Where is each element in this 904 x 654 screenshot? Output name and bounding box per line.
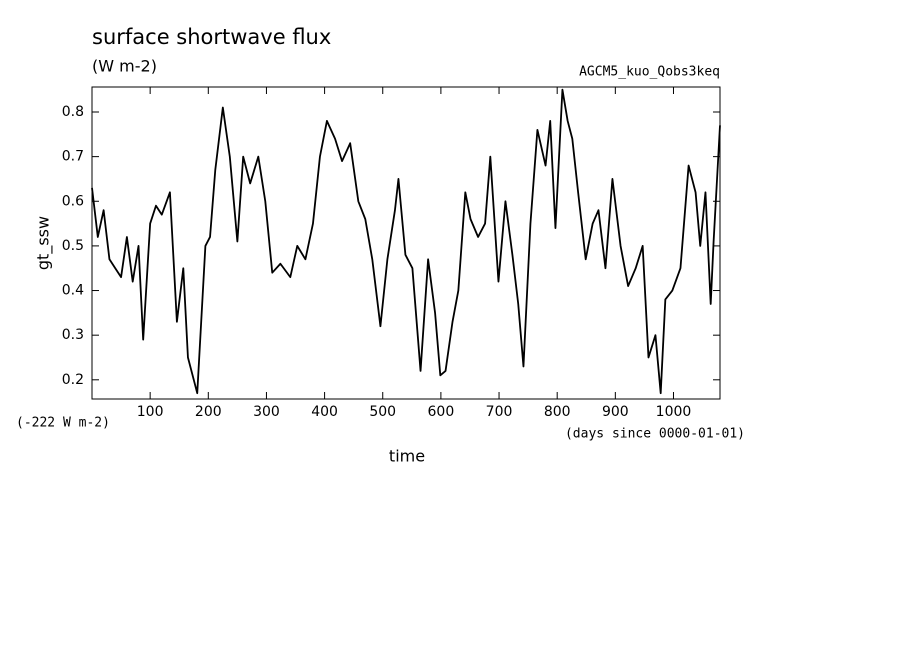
x-tick-label: 400 xyxy=(311,404,338,420)
offset-label: (-222 W m-2) xyxy=(16,416,110,431)
y-tick-label: 0.6 xyxy=(62,193,84,209)
y-tick-label: 0.3 xyxy=(62,327,84,343)
subtitle: (W m-2) xyxy=(92,57,157,76)
y-tick-label: 0.5 xyxy=(62,238,84,254)
annotation: AGCM5_kuo_Qobs3keq xyxy=(579,65,720,80)
y-tick-label: 0.4 xyxy=(62,283,84,299)
x-axis-label: time xyxy=(389,447,425,466)
y-tick-label: 0.8 xyxy=(62,104,84,120)
x-tick-label: 100 xyxy=(137,404,164,420)
chart-title: surface shortwave flux xyxy=(92,25,331,49)
x-tick-label: 600 xyxy=(428,404,455,420)
x-tick-label: 800 xyxy=(544,404,571,420)
y-tick-label: 0.2 xyxy=(62,372,84,388)
x-units: (days since 0000-01-01) xyxy=(565,427,745,442)
data-line xyxy=(91,88,721,395)
x-tick-label: 200 xyxy=(195,404,222,420)
plot-frame xyxy=(91,86,721,400)
x-tick-label: 500 xyxy=(369,404,396,420)
x-tick-label: 1000 xyxy=(656,404,692,420)
y-axis-label: gt_ssw xyxy=(34,216,54,270)
x-tick-label: 700 xyxy=(486,404,513,420)
y-tick-label: 0.7 xyxy=(62,149,84,165)
x-tick-label: 300 xyxy=(253,404,280,420)
x-tick-label: 900 xyxy=(602,404,629,420)
